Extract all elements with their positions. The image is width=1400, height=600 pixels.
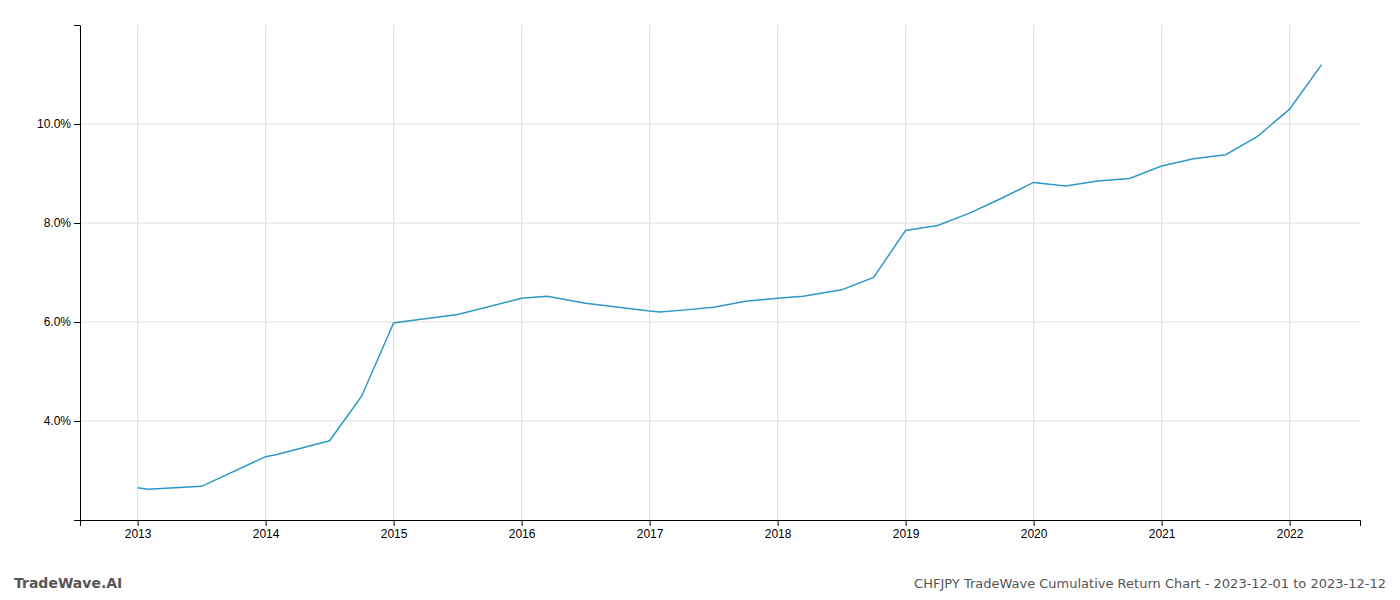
x-tick-mark xyxy=(650,520,651,526)
grid-line-y xyxy=(80,124,1360,125)
x-tick: 2022 xyxy=(1277,520,1304,541)
x-tick-mark xyxy=(138,520,139,526)
y-tick-label: 10.0% xyxy=(37,117,71,131)
grid-line-y xyxy=(80,322,1360,323)
y-tick-mark xyxy=(74,322,80,323)
x-tick-mark xyxy=(394,520,395,526)
grid-line-x xyxy=(649,25,650,520)
grid-line-x xyxy=(521,25,522,520)
plot: 2013 2014 2015 2016 2017 2018 2019 2020 2021 2022… xyxy=(37,25,1361,541)
y-tick-mark xyxy=(74,223,80,224)
y-tick: 6.0% xyxy=(44,315,80,329)
y-tick: 4.0% xyxy=(44,414,80,428)
grid-line-x xyxy=(137,25,138,520)
y-tick: 8.0% xyxy=(44,216,80,230)
line xyxy=(138,65,1322,490)
x-tick: 2018 xyxy=(765,520,792,541)
grid-line-x xyxy=(905,25,906,520)
x-tick-label: 2015 xyxy=(381,527,408,541)
x-tick-label: 2021 xyxy=(1149,527,1176,541)
watermark: TradeWave.AI xyxy=(14,575,122,591)
x-tick-mark xyxy=(1034,520,1035,526)
y-tick-label: 8.0% xyxy=(44,216,72,230)
x-tick-label: 2022 xyxy=(1277,527,1304,541)
x-tick: 2015 xyxy=(381,520,408,541)
x-tick-mark xyxy=(778,520,779,526)
footer: CHFJPY TradeWave Cumulative Return Chart… xyxy=(914,576,1386,591)
grid-line-x xyxy=(1161,25,1162,520)
x-tick: 2019 xyxy=(893,520,920,541)
x-tick-mark xyxy=(906,520,907,526)
grid-line-x xyxy=(1289,25,1290,520)
y-tick-label: 4.0% xyxy=(44,414,72,428)
x-tick-mark xyxy=(1290,520,1291,526)
chart: 2013 2014 2015 2016 2017 2018 2019 2020 2021 2022… xyxy=(0,0,1400,600)
x-tick: 2016 xyxy=(509,520,536,541)
y-axis: 4.0% 6.0% 8.0% 10.0% xyxy=(37,26,81,521)
x-tick-mark xyxy=(1162,520,1163,526)
y-tick-mark xyxy=(74,124,80,125)
grid xyxy=(80,25,1360,520)
x-tick-label: 2014 xyxy=(253,527,280,541)
marks xyxy=(138,65,1322,490)
x-tick-label: 2013 xyxy=(125,527,152,541)
x-axis: 2013 2014 2015 2016 2017 2018 2019 2020 2021 2022 xyxy=(81,520,1361,541)
grid-line-y xyxy=(80,421,1360,422)
x-tick-label: 2017 xyxy=(637,527,664,541)
y-tick-mark xyxy=(74,421,80,422)
grid-line-x xyxy=(777,25,778,520)
y-tick: 10.0% xyxy=(37,117,80,131)
y-axis-line xyxy=(74,26,81,521)
grid-line-x xyxy=(265,25,266,520)
x-tick-label: 2016 xyxy=(509,527,536,541)
x-tick-label: 2019 xyxy=(893,527,920,541)
x-tick-mark xyxy=(522,520,523,526)
x-tick: 2013 xyxy=(125,520,152,541)
x-tick-label: 2018 xyxy=(765,527,792,541)
x-tick-label: 2020 xyxy=(1021,527,1048,541)
grid-line-y xyxy=(80,223,1360,224)
grid-line-x xyxy=(393,25,394,520)
y-tick-label: 6.0% xyxy=(44,315,72,329)
x-tick: 2021 xyxy=(1149,520,1176,541)
x-tick-mark xyxy=(266,520,267,526)
x-tick: 2014 xyxy=(253,520,280,541)
x-tick: 2020 xyxy=(1021,520,1048,541)
grid-line-x xyxy=(1033,25,1034,520)
x-tick: 2017 xyxy=(637,520,664,541)
x-axis-line xyxy=(81,521,1361,527)
